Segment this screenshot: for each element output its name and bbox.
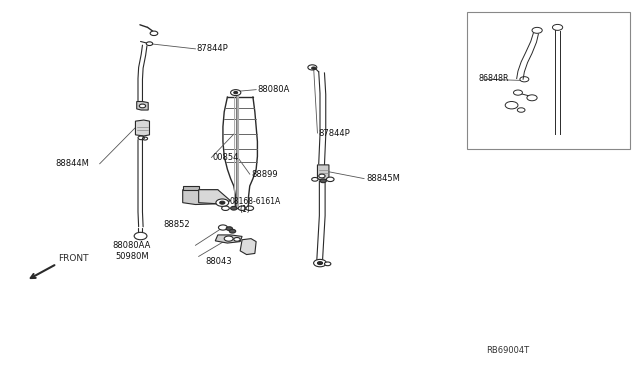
Bar [467,12,630,149]
Text: 88844M: 88844M [55,159,89,168]
Circle shape [513,90,522,95]
Circle shape [552,25,563,31]
Circle shape [234,237,240,241]
Text: RB69004T: RB69004T [486,346,529,355]
Text: 87844P: 87844P [319,128,351,138]
Circle shape [238,206,246,211]
Circle shape [532,28,542,33]
Circle shape [147,42,153,45]
Text: 08168-6161A: 08168-6161A [229,197,280,206]
Circle shape [326,177,334,182]
Circle shape [220,201,225,204]
Circle shape [216,199,228,206]
Polygon shape [182,190,218,205]
Text: 87844P: 87844P [196,44,228,53]
Text: (1): (1) [239,205,250,214]
Circle shape [246,206,253,211]
Polygon shape [240,238,256,254]
Circle shape [134,232,147,240]
Circle shape [234,92,237,94]
Circle shape [229,230,236,233]
Circle shape [226,227,232,231]
Text: 00854: 00854 [212,153,239,162]
Circle shape [320,179,326,183]
Circle shape [308,65,317,70]
Circle shape [517,108,525,112]
Text: 88080AA: 88080AA [113,241,151,250]
Text: 88043: 88043 [205,257,232,266]
Text: 88845M: 88845M [366,174,400,183]
Circle shape [324,262,331,266]
Circle shape [520,77,529,82]
Polygon shape [182,186,198,190]
Polygon shape [136,120,150,136]
Polygon shape [198,190,230,204]
Text: 50980M: 50980M [116,252,149,261]
Circle shape [224,236,233,241]
Circle shape [218,225,227,230]
Circle shape [230,90,241,96]
Circle shape [140,104,146,108]
Text: 88852: 88852 [164,221,190,230]
Circle shape [319,174,325,178]
Circle shape [527,95,537,101]
Circle shape [150,31,158,36]
Text: 88080A: 88080A [257,85,290,94]
Circle shape [230,206,237,210]
Circle shape [505,102,518,109]
Polygon shape [215,235,242,243]
Text: 88899: 88899 [251,170,278,179]
Circle shape [312,177,318,181]
Circle shape [314,259,326,267]
Text: FRONT: FRONT [58,254,89,263]
Polygon shape [137,102,148,110]
Polygon shape [317,165,329,180]
Circle shape [221,206,229,211]
Circle shape [312,67,316,69]
Circle shape [317,262,323,264]
Text: 86848R: 86848R [478,74,509,83]
